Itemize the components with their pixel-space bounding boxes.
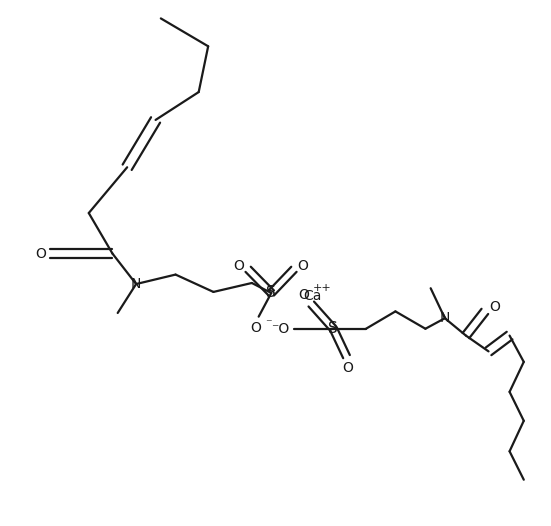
Text: O: O (342, 361, 353, 375)
Text: S: S (267, 286, 276, 300)
Text: ++: ++ (312, 283, 331, 294)
Text: N: N (131, 277, 141, 291)
Text: O: O (489, 300, 500, 314)
Text: O: O (35, 247, 46, 260)
Text: ⁻O: ⁻O (271, 322, 289, 336)
Text: S: S (328, 321, 338, 336)
Text: N: N (440, 311, 450, 325)
Text: ⁻: ⁻ (265, 317, 272, 330)
Text: O: O (298, 259, 309, 272)
Text: O: O (298, 288, 309, 302)
Text: Ca: Ca (303, 289, 321, 302)
Text: O: O (251, 321, 262, 335)
Text: O: O (233, 259, 244, 272)
